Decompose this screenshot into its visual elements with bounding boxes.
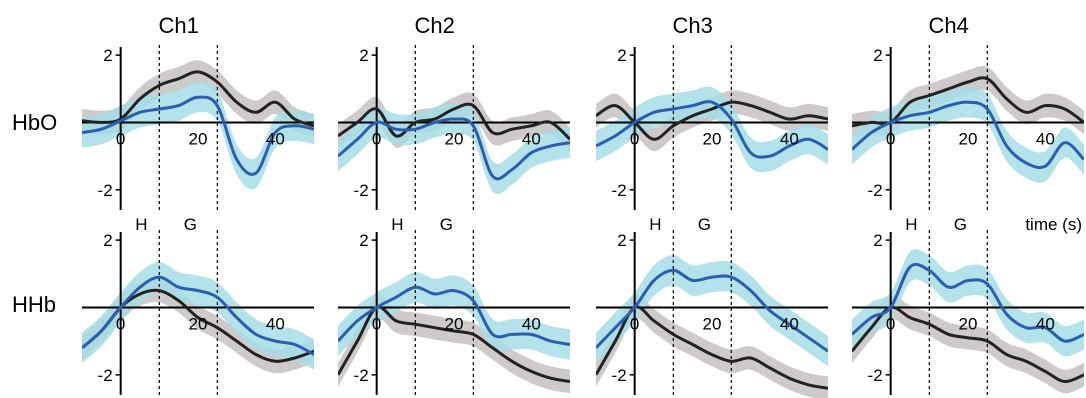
y-tick-label: -2 xyxy=(868,366,883,385)
panel-hbo-ch4: -220 20 40H G xyxy=(852,45,1084,234)
blue-series-band xyxy=(852,249,1084,357)
x-tick-label: 40 xyxy=(1036,314,1055,333)
x-tick-label: 0 xyxy=(372,129,381,148)
x-tick-label: 20 xyxy=(703,314,722,333)
blue-series-line xyxy=(596,100,828,159)
blue-series-line xyxy=(82,275,314,356)
x-tick-label: 40 xyxy=(266,314,285,333)
panel-hhb-ch1: -220 20 40 xyxy=(82,230,314,395)
x-tick-label: 20 xyxy=(445,314,464,333)
y-tick-label: -2 xyxy=(98,366,113,385)
x-tick-label: 20 xyxy=(959,314,978,333)
blue-series-band xyxy=(338,272,570,360)
column-title-ch3: Ch3 xyxy=(672,13,712,38)
panel-hbo-ch1: -220 20 40H G xyxy=(82,45,314,234)
panel-hbo-ch2: -220 20 40H G xyxy=(338,45,570,234)
column-title-ch4: Ch4 xyxy=(928,13,968,38)
blue-series-line xyxy=(338,285,570,346)
y-tick-label: 2 xyxy=(359,46,368,65)
x-tick-label: 0 xyxy=(630,129,639,148)
blue-series-band xyxy=(338,103,570,195)
x-tick-label: 20 xyxy=(959,129,978,148)
black-series-band xyxy=(852,66,1084,138)
x-tick-label: 0 xyxy=(372,314,381,333)
x-tick-label: 40 xyxy=(522,314,541,333)
column-titles: Ch1 Ch2 Ch3 Ch4 xyxy=(158,13,968,38)
x-tick-label: 0 xyxy=(116,314,125,333)
blue-series-line xyxy=(596,268,828,353)
y-tick-label: 2 xyxy=(103,231,112,250)
blue-series-line xyxy=(338,117,570,181)
x-tick-label: 40 xyxy=(266,129,285,148)
blue-series-band xyxy=(596,86,828,173)
y-tick-label: 2 xyxy=(617,231,626,250)
event-label-h: H xyxy=(905,215,917,234)
x-tick-label: 20 xyxy=(189,314,208,333)
x-tick-label: 40 xyxy=(522,129,541,148)
event-label-h: H xyxy=(391,215,403,234)
blue-series-band xyxy=(852,87,1084,183)
y-tick-label: -2 xyxy=(354,366,369,385)
x-tick-label: 20 xyxy=(189,129,208,148)
y-tick-label: 2 xyxy=(873,231,882,250)
y-tick-label: 2 xyxy=(359,231,368,250)
y-tick-label: -2 xyxy=(612,181,627,200)
x-tick-label: 40 xyxy=(780,314,799,333)
y-tick-label: 2 xyxy=(103,46,112,65)
x-tick-label: 40 xyxy=(1036,129,1055,148)
x-tick-label: 0 xyxy=(116,129,125,148)
blue-series-band xyxy=(82,81,314,190)
panel-hhb-ch2: -220 20 40 xyxy=(338,230,570,395)
y-tick-label: -2 xyxy=(354,181,369,200)
panels: -220 20 40H G-220 20 40-220 20 40H G-220 20 40-220… xyxy=(82,45,1084,398)
y-tick-label: -2 xyxy=(98,181,113,200)
panel-hbo-ch3: -220 20 40H G xyxy=(596,45,828,234)
blue-series-line xyxy=(852,100,1084,170)
row-label-hhb: HHb xyxy=(12,292,56,317)
blue-series-band xyxy=(596,255,828,367)
y-tick-label: 2 xyxy=(873,46,882,65)
row-labels: HbO HHb xyxy=(12,110,57,317)
event-label-g: G xyxy=(184,215,197,234)
black-series-line xyxy=(338,102,570,141)
black-series-band xyxy=(852,295,1084,394)
blue-series-line xyxy=(852,262,1084,343)
column-title-ch1: Ch1 xyxy=(158,13,198,38)
x-axis-label: time (s) xyxy=(1025,215,1082,234)
x-tick-label: 40 xyxy=(780,129,799,148)
black-series-band xyxy=(82,60,314,138)
row-label-hbo: HbO xyxy=(12,110,57,135)
x-tick-label: 20 xyxy=(445,129,464,148)
y-tick-label: -2 xyxy=(868,181,883,200)
x-tick-label: 20 xyxy=(703,129,722,148)
panel-hhb-ch3: -220 20 40 xyxy=(596,230,828,398)
event-label-g: G xyxy=(698,215,711,234)
event-label-g: G xyxy=(440,215,453,234)
event-label-h: H xyxy=(649,215,661,234)
panel-hhb-ch4: -220 20 40 xyxy=(852,230,1084,395)
blue-series-line xyxy=(82,95,314,176)
x-tick-label: 0 xyxy=(886,129,895,148)
x-tick-label: 0 xyxy=(886,314,895,333)
y-tick-label: 2 xyxy=(617,46,626,65)
event-label-g: G xyxy=(954,215,967,234)
black-series-band xyxy=(596,90,828,152)
x-tick-label: 0 xyxy=(630,314,639,333)
event-label-h: H xyxy=(135,215,147,234)
y-tick-label: -2 xyxy=(612,366,627,385)
column-title-ch2: Ch2 xyxy=(414,13,454,38)
black-series-line xyxy=(82,70,314,128)
